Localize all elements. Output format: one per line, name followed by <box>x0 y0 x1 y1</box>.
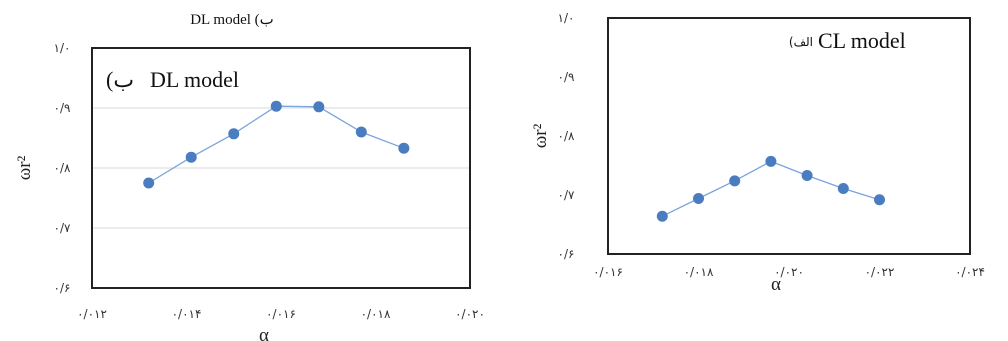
cl-model-annotation: CL model <box>818 28 906 53</box>
dl-y-tick-label: ۰/۸ <box>54 161 71 175</box>
cl-x-tick-labels: ۰/۰۱۶ ۰/۰۱۸ ۰/۰۲۰ ۰/۰۲۲ ۰/۰۲۴ <box>593 265 985 279</box>
dl-y-tick-labels: ۰/۶ ۰/۷ ۰/۸ ۰/۹ ۱/۰ <box>54 41 71 295</box>
dl-model-chart: DL model (ب ۰/۶۰/۷۰/۸۰/۹۱/۰ ۰/۰۱۲ ۰/۰۱۴ ۰/… <box>14 12 485 341</box>
dl-model-annotation: DL model <box>150 67 239 92</box>
cl-x-tick-label: ۰/۰۲۴ <box>955 265 985 279</box>
dl-model-letter: (ب <box>106 67 134 92</box>
dl-series <box>143 100 410 189</box>
dl-gridlines <box>92 107 470 229</box>
cl-y-tick-label: ۰/۶ <box>558 247 575 261</box>
cl-x-axis-title: α <box>771 274 781 295</box>
cl-plot-frame <box>607 17 971 255</box>
cl-y-tick-label: ۱/۰ <box>558 11 575 25</box>
dl-x-tick-label: ۰/۰۱۶ <box>266 307 296 321</box>
dl-plot-frame <box>91 47 471 289</box>
cl-x-tick-label: ۰/۰۲۲ <box>865 265 895 279</box>
cl-y-tick-label: ۰/۷ <box>558 188 575 202</box>
dl-y-tick-label: ۱/۰ <box>54 41 71 55</box>
cl-x-tick-label: ۰/۰۲۰ <box>774 265 804 279</box>
cl-data-point <box>693 193 704 205</box>
dl-data-point <box>355 126 367 138</box>
dl-y-tick-label: ۰/۶ <box>54 281 71 295</box>
cl-data-point <box>729 175 741 187</box>
dl-data-point <box>143 177 155 189</box>
dl-x-tick-label: ۰/۰۱۸ <box>361 307 391 321</box>
cl-data-point <box>801 170 813 182</box>
cl-x-tick-label: ۰/۰۱۶ <box>593 265 623 279</box>
cl-x-tick-label: ۰/۰۱۸ <box>684 265 714 279</box>
dl-data-point <box>313 101 325 113</box>
cl-y-tick-label: ۰/۸ <box>558 129 575 143</box>
dl-data-point <box>270 100 282 112</box>
cl-data-point <box>765 155 777 167</box>
dl-y-axis-title: ωr² <box>14 155 35 180</box>
dl-data-point <box>185 151 197 163</box>
dl-x-tick-label: ۰/۰۱۴ <box>172 307 202 321</box>
dl-data-point <box>228 128 240 140</box>
cl-y-tick-labels: ۰/۶ ۰/۷ ۰/۸ ۰/۹ ۱/۰ <box>558 11 575 261</box>
dl-y-tick-label: ۰/۹ <box>54 101 71 115</box>
cl-y-tick-label: ۰/۹ <box>558 70 575 84</box>
cl-data-point <box>874 194 885 206</box>
cl-series <box>656 155 885 222</box>
dl-x-tick-label: ۰/۰۲۰ <box>455 307 485 321</box>
cl-data-point <box>656 210 668 222</box>
cl-model-letter: (الف <box>789 35 813 49</box>
dl-x-tick-label: ۰/۰۱۲ <box>77 307 107 321</box>
cl-data-point <box>837 183 849 195</box>
dl-series-line <box>148 105 405 184</box>
dl-x-tick-labels: ۰/۰۱۲ ۰/۰۱۴ ۰/۰۱۶ ۰/۰۱۸ ۰/۰۲۰ <box>77 307 485 321</box>
dl-x-axis-title: α <box>259 325 269 341</box>
dl-data-point <box>398 142 410 154</box>
dl-caption: DL model (ب <box>190 12 274 28</box>
cl-model-chart: ۰/۶ ۰/۷ ۰/۸ ۰/۹ ۱/۰ ۰/۰۱۶ ۰/۰۱۸ ۰/۰۲۰ ۰/۰۲۲ ۰/۰۲… <box>530 11 985 295</box>
cl-y-axis-title: ωr² <box>530 123 551 148</box>
dl-y-tick-label: ۰/۷ <box>54 221 71 235</box>
